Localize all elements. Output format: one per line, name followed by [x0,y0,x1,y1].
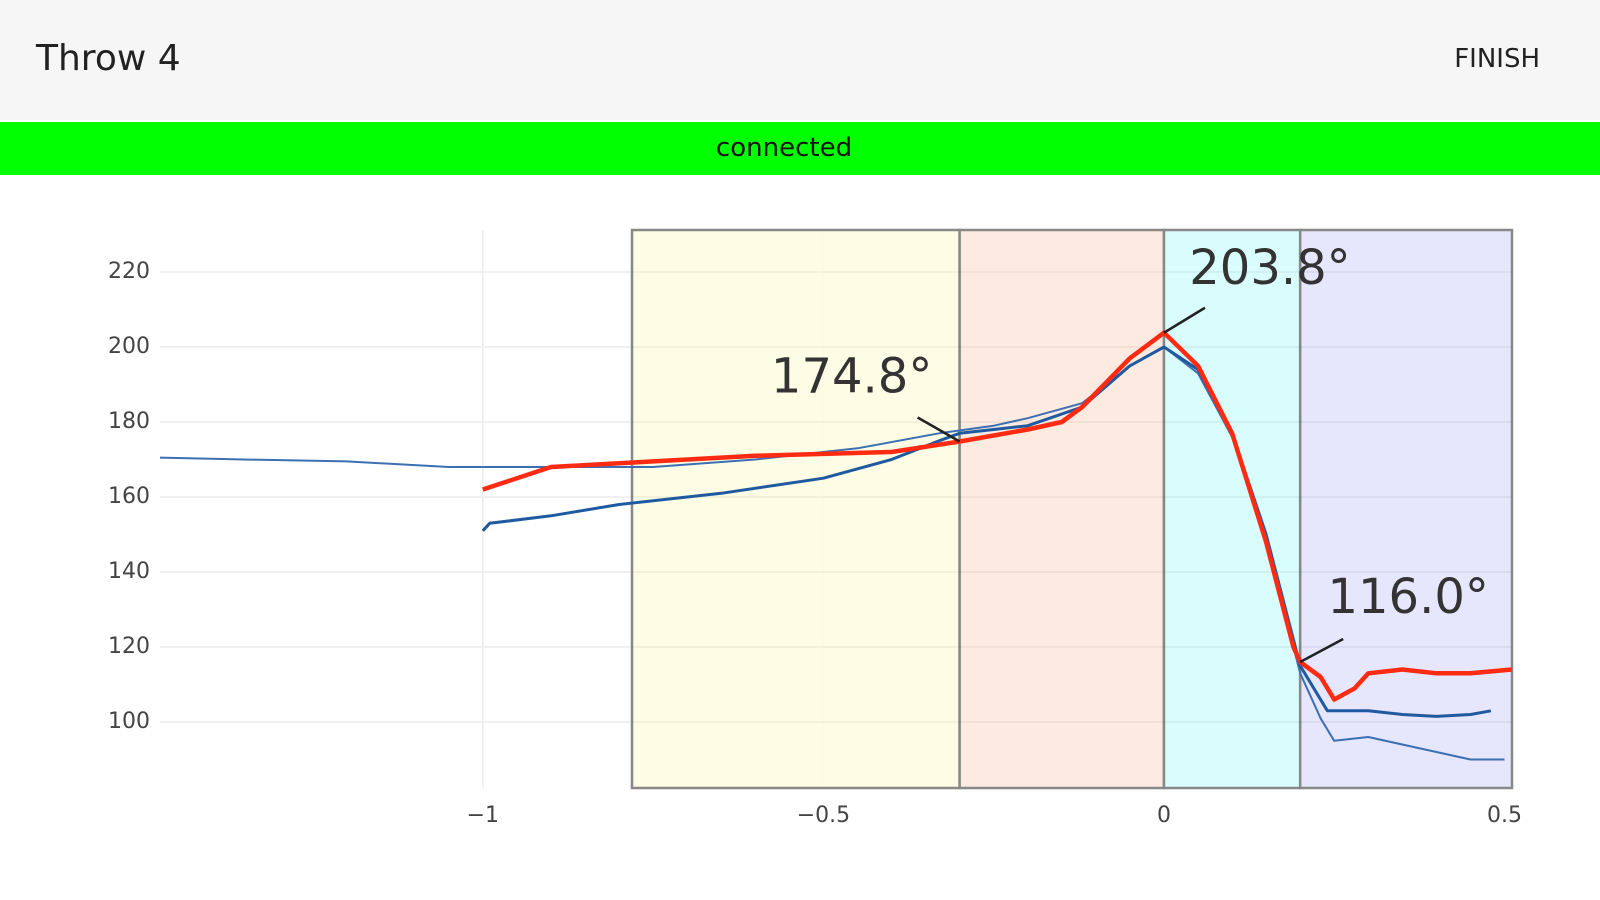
y-tick-label: 200 [108,334,150,359]
annotation-label: 203.8° [1189,240,1350,296]
status-bar: connected [0,122,1600,175]
y-tick-label: 100 [108,709,150,734]
y-tick-label: 160 [108,484,150,509]
phase-region [630,228,961,790]
title: Throw 4 [36,38,181,79]
y-tick-label: 120 [108,634,150,659]
x-tick-label: 0 [1157,803,1171,828]
phase-region [958,228,1166,790]
chart: 100 120 140 160 180 200 220 −1 −0.5 0 0.5 174.8° 203… [108,228,1522,828]
app-bar: Throw 4 FINISH [0,0,1600,120]
x-tick-label: −1 [467,803,499,828]
annotation-arrow [917,416,961,443]
x-tick-label: 0.5 [1487,803,1522,828]
phase-region [1162,228,1302,790]
y-tick-label: 220 [108,259,150,284]
annotation-label: 116.0° [1327,569,1488,625]
series-line [482,330,1513,702]
annotation-arrow [1163,306,1206,334]
finish-button[interactable]: FINISH [1454,44,1540,74]
y-tick-label: 180 [108,409,150,434]
annotation-arrow [1299,637,1344,664]
phase-region [1298,228,1514,790]
annotation-label: 174.8° [771,349,932,405]
x-tick-label: −0.5 [797,803,850,828]
y-tick-label: 140 [108,559,150,584]
series-line [481,345,1492,718]
